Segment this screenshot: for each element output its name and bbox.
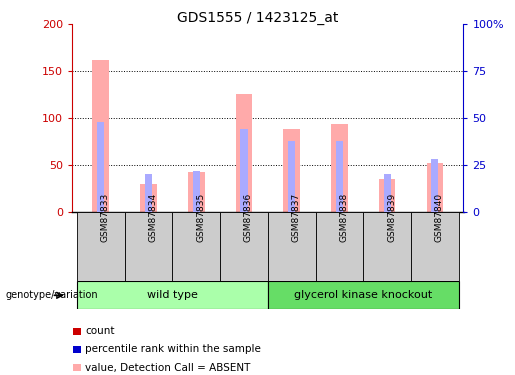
Bar xyxy=(331,124,348,212)
Bar xyxy=(235,94,252,212)
Bar xyxy=(268,281,459,309)
Bar xyxy=(145,174,152,212)
Bar xyxy=(379,179,396,212)
Text: GSM87839: GSM87839 xyxy=(387,193,396,242)
Bar xyxy=(77,212,125,281)
Bar xyxy=(77,281,268,309)
Bar xyxy=(431,159,438,212)
Text: GSM87834: GSM87834 xyxy=(148,193,158,242)
Text: glycerol kinase knockout: glycerol kinase knockout xyxy=(294,290,433,300)
Bar xyxy=(268,212,316,281)
Text: genotype/variation: genotype/variation xyxy=(5,290,98,300)
Bar xyxy=(283,129,300,212)
Bar xyxy=(241,129,248,212)
Bar xyxy=(426,163,443,212)
Bar xyxy=(73,364,81,371)
Bar xyxy=(220,212,268,281)
Bar xyxy=(288,141,295,212)
Bar xyxy=(125,212,173,281)
Bar xyxy=(73,328,81,335)
Bar xyxy=(193,171,200,212)
Bar xyxy=(411,212,459,281)
Text: GSM87836: GSM87836 xyxy=(244,193,253,242)
Bar xyxy=(140,184,157,212)
Bar xyxy=(384,174,391,212)
Text: GSM87837: GSM87837 xyxy=(291,193,301,242)
Bar xyxy=(363,212,411,281)
Text: GSM87833: GSM87833 xyxy=(101,193,110,242)
Text: count: count xyxy=(85,327,114,336)
Text: value, Detection Call = ABSENT: value, Detection Call = ABSENT xyxy=(85,363,250,372)
Bar xyxy=(336,141,343,212)
Bar xyxy=(173,212,220,281)
Bar xyxy=(92,60,109,212)
Text: percentile rank within the sample: percentile rank within the sample xyxy=(85,345,261,354)
Text: GSM87835: GSM87835 xyxy=(196,193,205,242)
Bar xyxy=(97,122,105,212)
Text: GDS1555 / 1423125_at: GDS1555 / 1423125_at xyxy=(177,11,338,25)
Bar xyxy=(188,172,204,212)
Bar xyxy=(316,212,363,281)
Text: GSM87838: GSM87838 xyxy=(339,193,349,242)
Bar xyxy=(73,346,81,353)
Text: wild type: wild type xyxy=(147,290,198,300)
Text: GSM87840: GSM87840 xyxy=(435,193,444,242)
